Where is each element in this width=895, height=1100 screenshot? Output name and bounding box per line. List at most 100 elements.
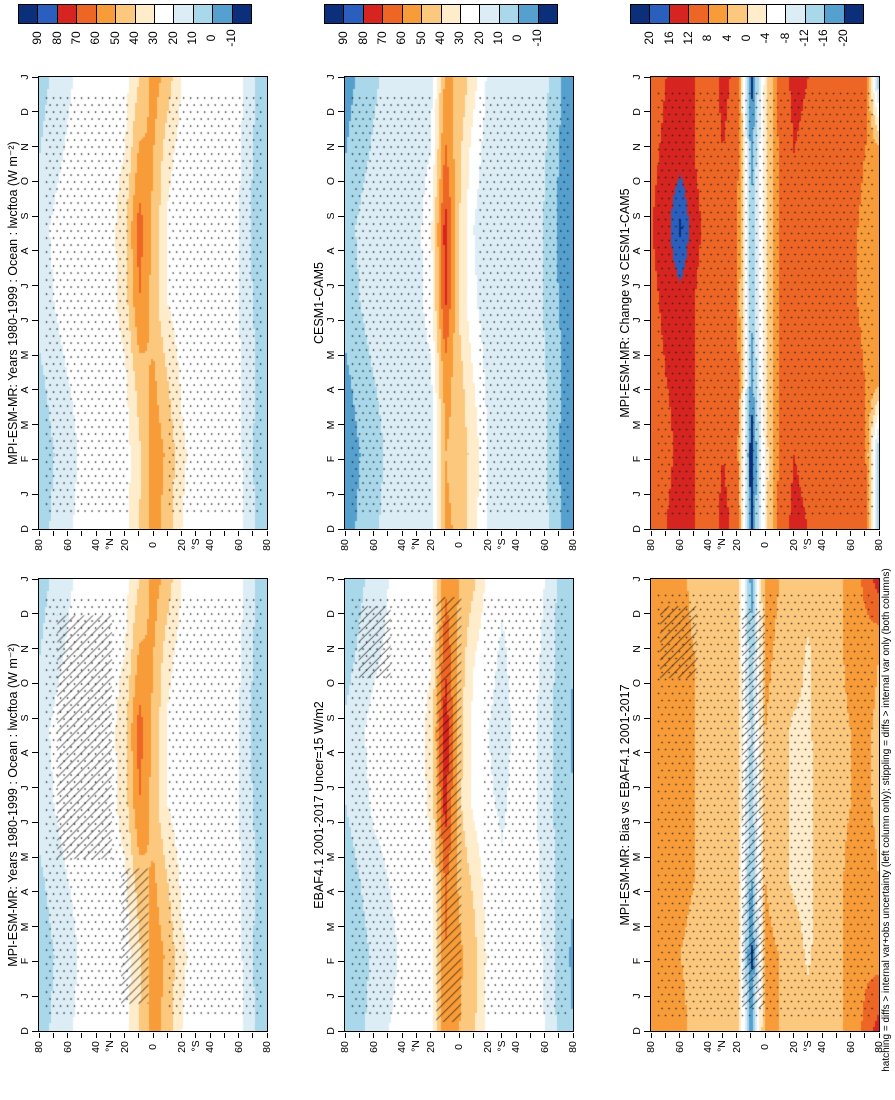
month-tick	[644, 1030, 650, 1032]
month-tick-label: A	[18, 888, 31, 896]
month-tick	[644, 856, 650, 858]
colorbar-tick-label: 0	[204, 34, 219, 42]
month-tick	[644, 76, 650, 78]
lat-tick-label: 80	[260, 1041, 273, 1053]
month-tick-label: J	[324, 317, 337, 323]
lat-tick	[821, 531, 823, 536]
colorbar-cell	[116, 5, 136, 23]
colorbar-tick-label: 16	[661, 31, 676, 45]
lat-tick	[878, 531, 880, 536]
month-tick	[32, 354, 38, 356]
month-tick	[644, 752, 650, 754]
lat-unit-south-label: °S	[189, 538, 202, 550]
lat-tick	[109, 1033, 111, 1038]
colorbar-cell	[363, 5, 384, 23]
colorbar-cell	[538, 5, 558, 23]
month-tick-label: O	[630, 177, 643, 186]
month-tick-label: F	[324, 456, 337, 463]
lat-tick-label: 60	[673, 539, 686, 551]
lat-tick	[415, 531, 417, 536]
lat-tick-label: 80	[566, 539, 579, 551]
month-tick-label: F	[18, 456, 31, 463]
lat-tick	[487, 1033, 488, 1038]
month-tick-label: J	[630, 74, 643, 80]
lat-tick-label: 60	[673, 1041, 686, 1053]
month-tick	[32, 578, 38, 580]
month-tick	[338, 354, 344, 356]
colorbar-cell	[708, 5, 729, 23]
lat-tick	[109, 531, 111, 536]
month-tick	[644, 648, 650, 650]
lat-tick	[544, 1033, 545, 1038]
lat-tick	[415, 1033, 417, 1038]
lat-tick	[679, 531, 680, 536]
month-tick-label: J	[18, 491, 31, 497]
lat-tick	[401, 531, 403, 536]
colorbar-tick-label: 70	[69, 31, 83, 45]
colorbar-tick-label: -10	[529, 29, 544, 47]
colorbar-tick-label: 30	[146, 31, 161, 45]
colorbar-cell	[669, 5, 690, 23]
lat-tick	[195, 1033, 197, 1038]
month-tick-label: S	[324, 212, 337, 220]
lat-tick	[679, 1033, 680, 1038]
lat-tick	[472, 1033, 474, 1038]
lat-tick	[850, 1033, 851, 1038]
month-tick-label: M	[630, 420, 643, 430]
month-tick-label: A	[18, 386, 31, 394]
month-tick	[32, 215, 38, 217]
lat-tick	[664, 1033, 666, 1038]
month-tick	[338, 787, 344, 789]
month-tick	[644, 528, 650, 530]
colorbar-tick-label: 50	[413, 31, 428, 45]
colorbar-cell	[213, 5, 233, 23]
month-tick	[338, 250, 344, 252]
lat-tick	[387, 531, 389, 536]
lat-tick	[650, 1033, 652, 1038]
lat-tick	[764, 1033, 766, 1038]
colorbar-cell	[38, 5, 58, 23]
colorbar-tick-label: 10	[185, 31, 199, 45]
month-tick	[644, 111, 650, 113]
month-tick	[32, 319, 38, 321]
colorbar-cell	[480, 5, 500, 23]
lat-tick-label: 60	[844, 539, 857, 551]
lat-tick-label: 60	[61, 539, 74, 551]
month-tick	[32, 926, 38, 928]
month-tick-label: M	[18, 852, 31, 862]
lat-tick	[850, 531, 851, 536]
lat-tick	[252, 1033, 254, 1038]
colorbar-tick-label: 80	[49, 31, 64, 45]
colorbar-tick-label: 90	[30, 31, 45, 45]
colorbar-cell	[441, 5, 461, 23]
lat-tick-label: 40	[509, 539, 522, 551]
month-tick	[32, 821, 38, 823]
lat-unit-south-label: °S	[495, 1040, 508, 1052]
colorbar-cell	[728, 5, 748, 23]
colorbar-tick-label: 12	[681, 31, 695, 45]
month-tick	[644, 493, 650, 495]
month-tick-label: D	[630, 1027, 643, 1035]
colorbar-cell	[383, 5, 403, 23]
lat-tick	[529, 531, 531, 536]
month-tick	[644, 613, 650, 615]
month-tick	[338, 389, 344, 391]
panel-title: MPI-ESM-MR: Years 1980-1999 : Ocean : lw…	[5, 141, 20, 465]
colorbar-cell	[825, 5, 845, 23]
month-tick	[338, 960, 344, 962]
lat-tick	[223, 531, 225, 536]
colorbar-cell	[96, 5, 117, 23]
lat-tick-label: 40	[89, 539, 102, 551]
colorbar-tick-label: 40	[127, 31, 141, 45]
month-tick-label: O	[18, 177, 31, 186]
panel-mpi-clim-stippled: MPI-ESM-MR: Years 1980-1999 : Ocean : lw…	[6, 74, 273, 550]
colorbar-tick-label: 30	[452, 31, 467, 45]
month-tick	[644, 995, 650, 997]
month-tick	[32, 752, 38, 754]
month-tick	[644, 319, 650, 321]
colorbar-climatology-left	[18, 4, 252, 24]
month-tick-label: A	[18, 749, 31, 757]
lat-tick-label: 60	[61, 1041, 74, 1053]
colorbar-cell	[519, 5, 539, 23]
lat-tick	[344, 531, 346, 536]
